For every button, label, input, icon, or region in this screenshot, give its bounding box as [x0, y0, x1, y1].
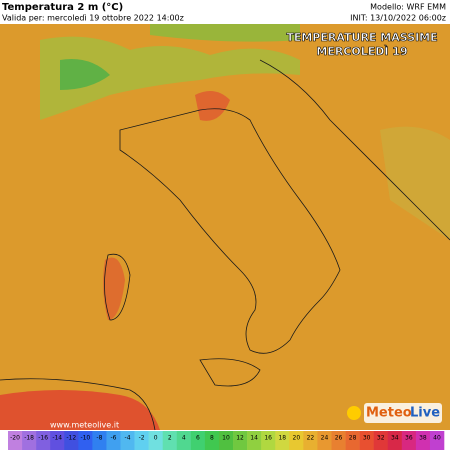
colorbar-label: 16	[264, 435, 272, 442]
colorbar-label: -6	[110, 435, 116, 442]
colorbar-label: -4	[125, 435, 131, 442]
colorbar-label: -12	[66, 435, 76, 442]
sicily	[199, 358, 261, 387]
colorbar-cell	[275, 431, 290, 450]
colorbar-cell	[373, 431, 389, 450]
hot-zone	[0, 390, 160, 430]
sardinia	[104, 253, 131, 321]
colorbar-label: 14	[250, 435, 258, 442]
overlay-subtitle: MERCOLEDÌ 19	[316, 45, 407, 58]
logo-sun	[347, 406, 361, 420]
logo-text: Meteo	[366, 406, 412, 421]
colorbar-label: 26	[335, 435, 343, 442]
cool-zone	[60, 59, 110, 90]
colorbar-cell	[50, 431, 65, 450]
warm-zone	[195, 91, 230, 121]
valid-time: Valida per: mercoledì 19 ottobre 2022 14…	[2, 14, 184, 23]
colorbar-label: 38	[419, 435, 427, 442]
colorbar-cell	[247, 431, 262, 450]
colorbar-label: 4	[182, 435, 186, 442]
colorbar-cell	[204, 431, 220, 450]
colorbar-cell	[331, 431, 346, 450]
balkan-zone	[380, 126, 450, 240]
colorbar: -20 -18 -16 -14 -12 -10 -8 -6 -4 -2 0 2 4 6 8 10 12 14 16 1…	[8, 431, 445, 450]
colorbar-cell	[359, 431, 374, 450]
init: INIT: 13/10/2022 06:00z	[350, 14, 446, 23]
colorbar-cell	[36, 431, 51, 450]
warm-zone	[103, 257, 125, 320]
colorbar-cell	[387, 431, 403, 450]
colorbar-cell	[8, 431, 23, 450]
colorbar-label: 2	[168, 435, 172, 442]
overlay-title: TEMPERATURE MASSIME	[286, 31, 437, 44]
title: Temperatura 2 m (°C)	[2, 2, 123, 13]
italy-outline	[119, 108, 341, 354]
colorbar-cell	[317, 431, 332, 450]
colorbar-label: 30	[363, 435, 371, 442]
colorbar-label: 24	[321, 435, 329, 442]
coastlines	[0, 59, 450, 431]
colorbar-label: 10	[222, 435, 230, 442]
colorbar-label: 36	[405, 435, 413, 442]
alps-zone	[40, 36, 300, 120]
colorbar-cell	[176, 431, 192, 450]
colorbar-label: -18	[24, 435, 34, 442]
adriatic-east	[259, 59, 450, 241]
colorbar-cell	[134, 431, 149, 450]
colorbar-label: 22	[307, 435, 315, 442]
colorbar-label: -2	[139, 435, 145, 442]
colorbar-cell	[148, 431, 164, 450]
logo-box	[364, 403, 442, 423]
colorbar-cell	[218, 431, 234, 450]
colorbar-label: 40	[433, 435, 441, 442]
colorbar-label: -14	[52, 435, 62, 442]
colorbar-label: 18	[278, 435, 286, 442]
model: Modello: WRF EMM	[370, 3, 446, 12]
colorbar-cell	[22, 431, 37, 450]
colorbar-cell	[106, 431, 121, 450]
colorbar-label: 8	[210, 435, 214, 442]
colorbar-cell	[120, 431, 135, 450]
colorbar-cell	[429, 431, 445, 450]
colorbar-cell	[78, 431, 93, 450]
colorbar-cell	[233, 431, 248, 450]
colorbar-label: -20	[10, 435, 20, 442]
colorbar-cell	[415, 431, 431, 450]
colorbar-cell	[303, 431, 318, 450]
colorbar-cell	[162, 431, 178, 450]
colorbar-label: -10	[80, 435, 90, 442]
colorbar-cell	[190, 431, 206, 450]
colorbar-cell	[92, 431, 107, 450]
colorbar-cell	[401, 431, 417, 450]
colorbar-cell	[345, 431, 360, 450]
colorbar-cell	[289, 431, 304, 450]
website: www.meteolive.it	[50, 421, 119, 430]
colorbar-label: 20	[293, 435, 301, 442]
colorbar-cell	[261, 431, 276, 450]
north-zone	[150, 24, 300, 42]
colorbar-label: 6	[196, 435, 200, 442]
colorbar-label: 34	[391, 435, 399, 442]
colorbar-label: 0	[154, 435, 158, 442]
logo-text: Live	[410, 406, 440, 421]
colorbar-label: -8	[96, 435, 102, 442]
colorbar-label: 12	[236, 435, 244, 442]
colorbar-cell	[64, 431, 79, 450]
africa-coast	[0, 378, 156, 431]
colorbar-label: 28	[349, 435, 357, 442]
colorbar-label: -16	[38, 435, 48, 442]
colorbar-label: 32	[377, 435, 385, 442]
